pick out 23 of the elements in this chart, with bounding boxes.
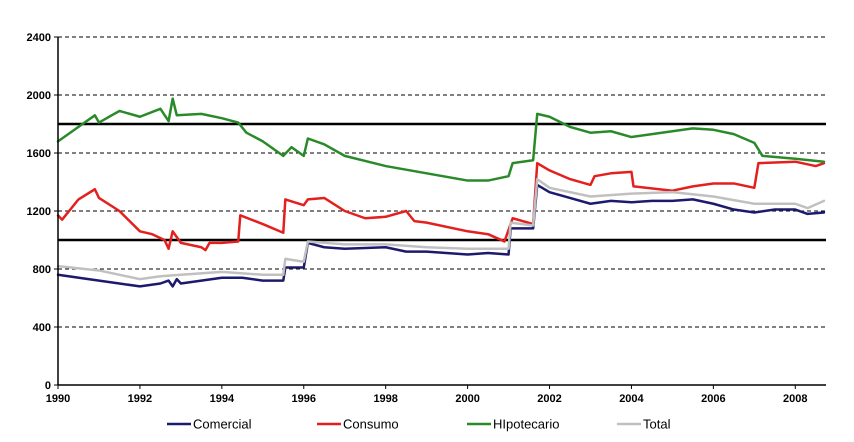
legend-label: Consumo [343,416,399,432]
y-tick-label: 1600 [26,148,51,160]
x-tick-label: 1990 [46,393,70,405]
x-tick-label: 1996 [292,393,316,405]
line-series [56,160,826,252]
y-tick-label: 2400 [26,32,51,44]
legend-label: Comercial [193,416,252,432]
x-tick-label: 2000 [455,393,480,405]
y-tick-label: 800 [32,264,51,276]
line-series [56,97,826,182]
x-tick-label: 2004 [619,393,645,405]
y-tick-label: 1200 [26,206,51,218]
y-tick-label: 0 [44,380,51,392]
x-tick-label: 2006 [701,393,726,405]
x-tick-label: 2002 [537,393,562,405]
x-tick-label: 2008 [783,393,808,405]
y-tick-label: 400 [32,322,51,334]
x-tick-label: 1998 [373,393,398,405]
y-tick-label: 2000 [26,90,51,102]
legend-label: HIpotecario [493,416,560,432]
x-tick-label: 1992 [128,393,152,405]
legend-label: Total [643,416,671,432]
x-tick-label: 1994 [210,393,235,405]
